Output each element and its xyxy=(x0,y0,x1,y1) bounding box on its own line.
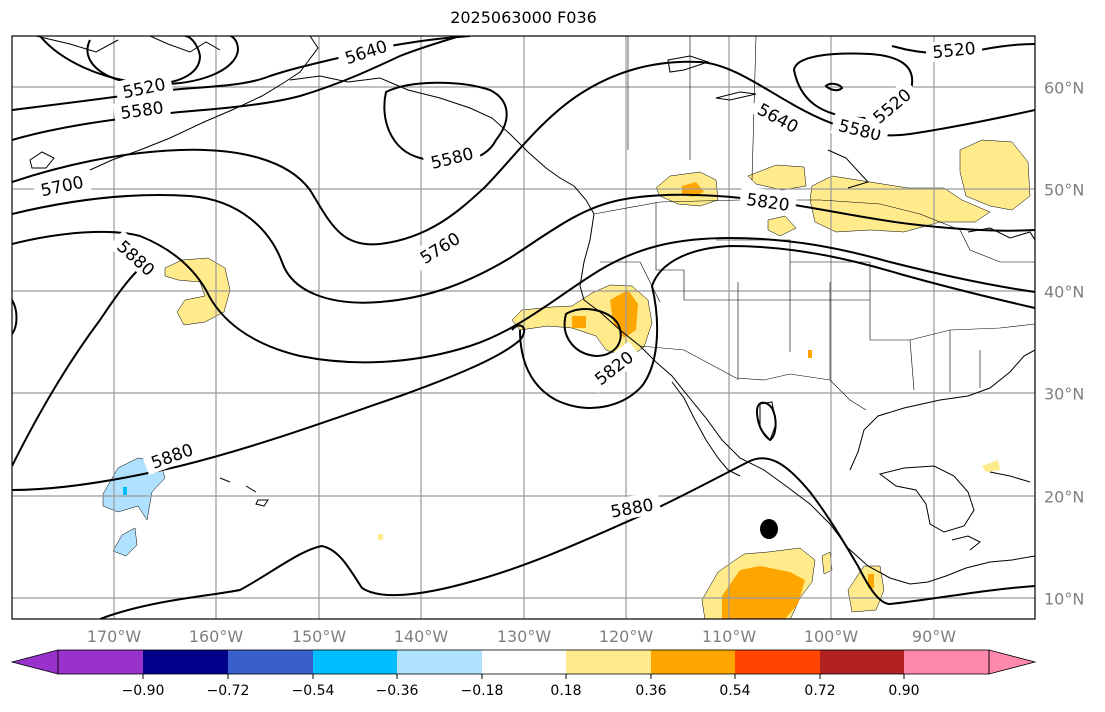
lat-label: 20°N xyxy=(1044,487,1085,507)
lon-label: 90°W xyxy=(911,627,957,646)
colorbar-segment xyxy=(904,650,989,674)
borders xyxy=(593,36,1035,411)
colorbar xyxy=(10,649,1037,679)
closed-low-marker xyxy=(760,519,778,539)
lon-label: 170°W xyxy=(86,627,142,646)
height-contours xyxy=(12,36,1035,619)
shade-positive-core xyxy=(868,574,874,588)
colorbar-tick-label: −0.36 xyxy=(375,683,419,699)
colorbar-segment xyxy=(228,650,313,674)
contour-label: 5520 xyxy=(932,39,977,63)
lat-label: 50°N xyxy=(1044,180,1085,200)
lon-label: 130°W xyxy=(496,627,552,646)
colorbar-segment xyxy=(482,650,566,674)
lon-label: 140°W xyxy=(393,627,449,646)
colorbar-extend-low xyxy=(10,649,59,675)
shade-positive-core xyxy=(610,290,638,338)
colorbar-tick-label: −0.72 xyxy=(206,683,250,699)
shade-positive xyxy=(847,565,885,613)
lon-label: 100°W xyxy=(803,627,859,646)
colorbar-tick-label: −0.18 xyxy=(460,683,504,699)
shade-positive xyxy=(809,175,991,233)
lat-label: 30°N xyxy=(1044,384,1085,404)
colorbar-tick-label: 0.90 xyxy=(888,683,920,699)
map-frame xyxy=(11,35,1036,620)
colorbar-tick-label: 0.18 xyxy=(550,683,582,699)
lon-label: 120°W xyxy=(598,627,654,646)
colorbar-segment xyxy=(313,650,397,674)
shade-positive xyxy=(821,551,833,575)
colorbar-tick-label: −0.54 xyxy=(291,683,335,699)
shade-positive xyxy=(747,164,807,191)
shade-positive xyxy=(378,534,383,540)
shade-positive-core xyxy=(808,350,812,358)
shade-positive xyxy=(164,257,231,326)
lat-label: 10°N xyxy=(1044,589,1085,609)
colorbar-segment xyxy=(651,650,735,674)
contour-label: 5700 xyxy=(39,173,85,202)
colorbar-tick-label: −0.90 xyxy=(121,683,165,699)
contour-label: 5580 xyxy=(429,144,476,174)
colorbar-segment xyxy=(566,650,651,674)
colorbar-extend-high xyxy=(988,649,1037,675)
lat-label: 60°N xyxy=(1044,78,1085,98)
colorbar-tick-label: 0.72 xyxy=(804,683,836,699)
shade-positive xyxy=(982,460,1000,472)
colorbar-segment xyxy=(820,650,904,674)
colorbar-segment xyxy=(58,650,143,674)
colorbar-tick-label: 0.54 xyxy=(719,683,751,699)
colorbar-segment xyxy=(143,650,228,674)
shade-positive xyxy=(767,215,797,237)
colorbar-segment xyxy=(397,650,482,674)
shade-positive xyxy=(959,139,1031,211)
colorbar-segment xyxy=(735,650,820,674)
lat-label: 40°N xyxy=(1044,282,1085,302)
shade-positive-core xyxy=(572,316,586,328)
shade-negative xyxy=(123,487,127,495)
lon-label: 150°W xyxy=(291,627,347,646)
colorbar-tick-label: 0.36 xyxy=(635,683,667,699)
shade-negative xyxy=(112,527,138,557)
lon-label: 160°W xyxy=(188,627,244,646)
lon-label: 110°W xyxy=(701,627,757,646)
shade-positive-core xyxy=(722,566,805,619)
shaded-regions xyxy=(102,139,1031,619)
map-title: 2025063000 F036 xyxy=(450,8,597,27)
